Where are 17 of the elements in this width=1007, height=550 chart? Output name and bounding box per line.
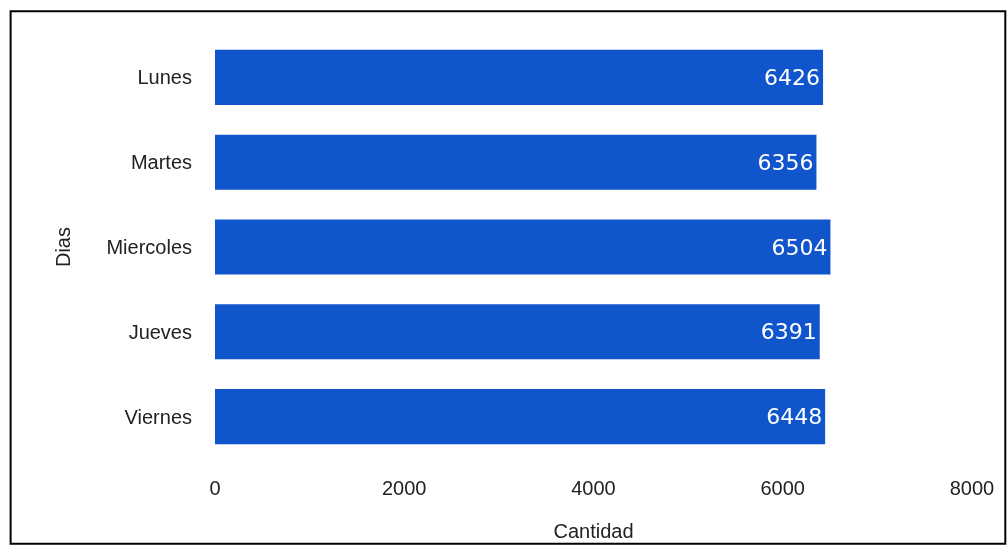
data-label: 6426 <box>764 64 821 90</box>
data-label: 6504 <box>771 234 828 260</box>
x-tick-label: 4000 <box>571 477 616 499</box>
y-axis-title: Dias <box>51 226 74 268</box>
y-tick-label: Jueves <box>128 320 192 343</box>
x-tick-label: 0 <box>209 477 221 499</box>
y-tick-label: Viernes <box>124 405 192 428</box>
y-tick-label: Martes <box>130 151 192 174</box>
x-axis-title: Cantidad <box>553 519 634 542</box>
data-label: 6391 <box>760 319 817 345</box>
y-tick-label: Lunes <box>137 66 192 89</box>
data-label: 6356 <box>757 149 814 175</box>
x-tick-label: 6000 <box>760 477 805 499</box>
y-tick-label: Miercoles <box>106 236 192 258</box>
data-label: 6448 <box>766 404 823 430</box>
x-tick-label: 2000 <box>382 477 427 499</box>
x-tick-label: 8000 <box>949 477 995 499</box>
